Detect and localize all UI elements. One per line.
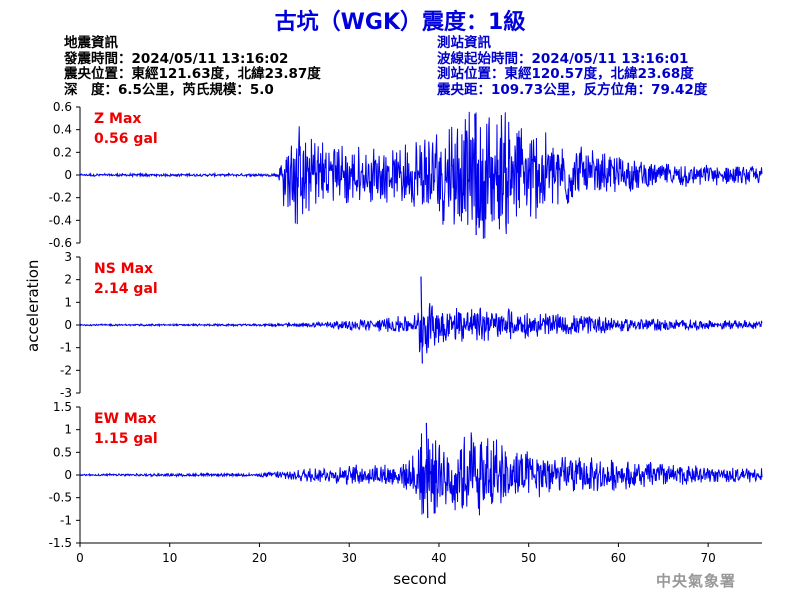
x-tick-label: 0 bbox=[76, 551, 84, 565]
y-tick-label-ns: 2 bbox=[64, 273, 72, 287]
x-tick-label: 50 bbox=[521, 551, 536, 565]
chart-title: 古坑（WGK）震度：1級 bbox=[274, 10, 526, 35]
y-tick-label-z: 0.6 bbox=[53, 100, 72, 114]
x-tick-label: 10 bbox=[162, 551, 177, 565]
wave-start-time: 波線起始時間：2024/05/11 13:16:01 bbox=[437, 50, 689, 67]
peak-spike-z bbox=[474, 113, 477, 236]
y-tick-label-z: -0.6 bbox=[49, 236, 72, 250]
origin-time: 發震時間：2024/05/11 13:16:02 bbox=[64, 50, 289, 67]
y-axis-label: acceleration bbox=[24, 259, 42, 352]
y-tick-label-ns: -1 bbox=[60, 341, 72, 355]
y-tick-label-z: -0.2 bbox=[49, 191, 72, 205]
x-tick-label: 30 bbox=[342, 551, 357, 565]
max-value-z: 0.56 gal bbox=[94, 131, 158, 147]
station-info-heading: 測站資訊 bbox=[437, 35, 491, 51]
epicentral-distance: 震央距：109.73公里，反方位角：79.42度 bbox=[437, 81, 708, 98]
peak-spike-ew bbox=[425, 422, 429, 519]
x-tick-label: 70 bbox=[701, 551, 716, 565]
max-label-ns: NS Max bbox=[94, 261, 153, 277]
y-tick-label-ew: 1.5 bbox=[53, 400, 72, 414]
x-tick-label: 60 bbox=[611, 551, 626, 565]
epicenter-location: 震央位置：東經121.63度，北緯23.87度 bbox=[64, 66, 321, 82]
waveform-trace-ns bbox=[79, 303, 763, 354]
max-label-z: Z Max bbox=[94, 111, 141, 127]
y-tick-label-ew: -0.5 bbox=[49, 491, 72, 505]
x-tick-label: 40 bbox=[431, 551, 446, 565]
waveform-trace-ew bbox=[79, 432, 763, 516]
y-tick-label-ns: 1 bbox=[64, 295, 72, 309]
y-tick-label-z: 0 bbox=[64, 168, 72, 182]
waveform-trace-z bbox=[79, 111, 763, 239]
y-tick-label-ns: 3 bbox=[64, 250, 72, 264]
y-tick-label-z: -0.4 bbox=[49, 213, 72, 227]
agency-logo-text: 中央氣象署 bbox=[656, 572, 737, 590]
station-location: 測站位置：東經120.57度，北緯23.68度 bbox=[437, 66, 694, 82]
y-tick-label-z: 0.4 bbox=[53, 123, 72, 137]
earthquake-info-heading: 地震資訊 bbox=[64, 35, 118, 51]
max-value-ns: 2.14 gal bbox=[94, 281, 158, 297]
y-tick-label-ew: -1 bbox=[60, 513, 72, 527]
earthquake-info: 地震資訊 發震時間：2024/05/11 13:16:02 震央位置：東經121… bbox=[64, 35, 321, 98]
y-tick-label-ew: -1.5 bbox=[49, 536, 72, 550]
depth-magnitude: 深 度：6.5公里，芮氏規模：5.0 bbox=[64, 81, 274, 98]
y-tick-label-ns: 0 bbox=[64, 318, 72, 332]
x-axis-label: second bbox=[393, 570, 447, 588]
peak-spike-ns bbox=[420, 276, 423, 364]
y-tick-label-ns: -3 bbox=[60, 386, 72, 400]
max-label-ew: EW Max bbox=[94, 411, 156, 427]
y-tick-label-ew: 1 bbox=[64, 423, 72, 437]
y-tick-label-ew: 0.5 bbox=[53, 445, 72, 459]
y-tick-label-z: 0.2 bbox=[53, 145, 72, 159]
station-info: 測站資訊 波線起始時間：2024/05/11 13:16:01 測站位置：東經1… bbox=[437, 35, 708, 98]
max-value-ew: 1.15 gal bbox=[94, 431, 158, 447]
x-tick-label: 20 bbox=[252, 551, 267, 565]
y-tick-label-ew: 0 bbox=[64, 468, 72, 482]
y-tick-label-ns: -2 bbox=[60, 363, 72, 377]
